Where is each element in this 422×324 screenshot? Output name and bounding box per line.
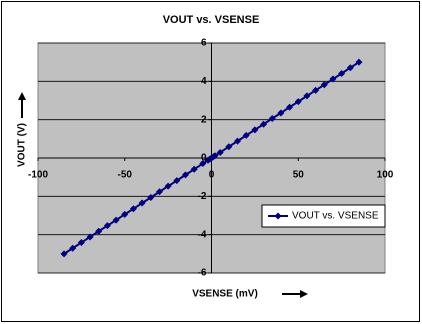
data-point [225, 143, 233, 151]
data-point [268, 115, 276, 123]
data-point [251, 126, 259, 134]
x-axis-label: VSENSE (mV) [192, 289, 258, 300]
x-tick-label: -50 [118, 170, 133, 181]
data-point [199, 160, 207, 168]
data-point [190, 165, 198, 173]
data-point [164, 182, 172, 190]
data-point [86, 233, 94, 241]
data-point [211, 152, 219, 160]
data-point [60, 250, 68, 258]
data-point [286, 103, 294, 111]
data-point [329, 75, 337, 83]
x-tick-label: 100 [377, 170, 394, 181]
data-point [303, 92, 311, 100]
chart-title: VOUT vs. VSENSE [163, 14, 260, 26]
data-point [277, 109, 285, 117]
legend: VOUT vs. VSENSE [261, 204, 386, 228]
x-tick-label: -100 [28, 170, 48, 181]
y-arrow [18, 92, 26, 118]
data-point [216, 148, 224, 156]
y-tick-label: -2 [198, 191, 207, 202]
data-point [155, 188, 163, 196]
y-tick-label: 2 [201, 114, 207, 125]
data-point [95, 227, 103, 235]
data-point [138, 199, 146, 207]
y-tick-label: 4 [201, 76, 207, 87]
x-arrow [282, 290, 308, 298]
data-point [320, 81, 328, 89]
y-tick-label: -4 [198, 229, 207, 240]
legend-label: VOUT vs. VSENSE [292, 211, 379, 222]
data-point [355, 58, 363, 66]
data-point [242, 131, 250, 139]
data-point [103, 222, 111, 230]
data-point [173, 177, 181, 185]
legend-box [261, 204, 386, 228]
y-tick-label: 6 [201, 38, 207, 49]
data-point [234, 137, 242, 145]
data-point [312, 86, 320, 94]
data-point [294, 98, 302, 106]
data-point [260, 120, 268, 128]
data-point [77, 239, 85, 247]
data-point [129, 205, 137, 213]
y-axis-label: VOUT (V) [17, 123, 28, 167]
data-point [181, 171, 189, 179]
y-tick-label: -6 [198, 268, 207, 279]
data-point [69, 244, 77, 252]
data-point [338, 69, 346, 77]
data-point [121, 210, 129, 218]
data-point [147, 193, 155, 201]
data-point [346, 64, 354, 72]
legend-marker [274, 212, 282, 220]
data-point [112, 216, 120, 224]
x-tick-label: 50 [293, 170, 305, 181]
